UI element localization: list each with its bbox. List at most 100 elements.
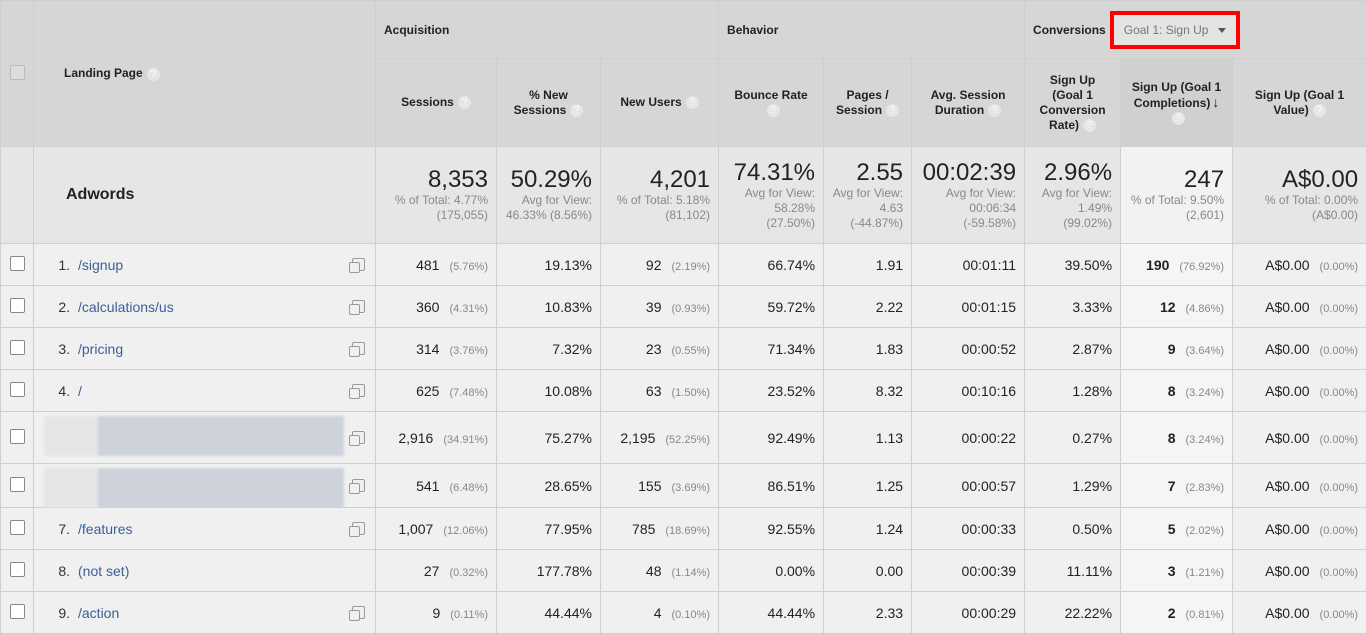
metric-cell: 77.95% bbox=[497, 508, 601, 550]
landing-page-cell bbox=[34, 464, 376, 508]
caret-down-icon bbox=[1218, 28, 1226, 33]
metric-cell: 39.50% bbox=[1025, 244, 1121, 286]
row-checkbox[interactable] bbox=[10, 340, 25, 355]
help-icon[interactable]: ? bbox=[1313, 104, 1326, 117]
metric-value: A$0.00 bbox=[1265, 605, 1309, 621]
column-header[interactable]: Sign Up (Goal 1 Value)? bbox=[1233, 59, 1366, 147]
metric-cell: 1.24 bbox=[824, 508, 912, 550]
column-header[interactable]: Pages / Session? bbox=[824, 59, 912, 147]
row-index: 1. bbox=[42, 257, 70, 273]
column-header[interactable]: Sessions? bbox=[376, 59, 497, 147]
metric-value: 3 bbox=[1168, 563, 1176, 579]
metric-value: 92 bbox=[646, 257, 662, 273]
help-icon[interactable]: ? bbox=[570, 104, 583, 117]
metric-cell: 86.51% bbox=[719, 464, 824, 508]
metric-percent: (0.00%) bbox=[1320, 609, 1359, 621]
metric-cell: 63(1.50%) bbox=[601, 370, 719, 412]
totals-cell: 2.96%Avg for View: 1.49% (99.02%) bbox=[1025, 147, 1121, 244]
metric-value: 86.51% bbox=[768, 478, 815, 494]
metric-cell: 92.49% bbox=[719, 412, 824, 464]
metric-value: 2.87% bbox=[1072, 341, 1112, 357]
metric-cell: A$0.00(0.00%) bbox=[1233, 244, 1366, 286]
row-checkbox[interactable] bbox=[10, 382, 25, 397]
metric-percent: (0.10%) bbox=[672, 609, 711, 621]
column-header-label: Pages / Session bbox=[836, 88, 889, 117]
help-icon[interactable]: ? bbox=[686, 96, 699, 109]
metric-cell: 00:00:33 bbox=[912, 508, 1025, 550]
metric-value: 4 bbox=[654, 605, 662, 621]
metric-value: 27 bbox=[424, 563, 440, 579]
metric-cell: 23(0.55%) bbox=[601, 328, 719, 370]
column-header[interactable]: Avg. Session Duration? bbox=[912, 59, 1025, 147]
metric-cell: 155(3.69%) bbox=[601, 464, 719, 508]
metric-cell: 2,195(52.25%) bbox=[601, 412, 719, 464]
help-icon[interactable]: ? bbox=[1172, 112, 1185, 125]
metric-value: 77.95% bbox=[545, 521, 592, 537]
totals-label: Adwords bbox=[34, 147, 376, 244]
column-header[interactable]: Bounce Rate? bbox=[719, 59, 824, 147]
row-checkbox[interactable] bbox=[10, 429, 25, 444]
landing-page-link[interactable]: (not set) bbox=[78, 563, 129, 579]
open-page-icon[interactable] bbox=[352, 606, 365, 619]
row-checkbox[interactable] bbox=[10, 604, 25, 619]
row-checkbox[interactable] bbox=[10, 520, 25, 535]
metric-percent: (4.86%) bbox=[1186, 303, 1225, 315]
metric-value: 7 bbox=[1168, 478, 1176, 494]
open-page-icon[interactable] bbox=[352, 300, 365, 313]
metric-value: 10.83% bbox=[545, 299, 592, 315]
open-page-icon[interactable] bbox=[352, 384, 365, 397]
metric-percent: (0.00%) bbox=[1320, 567, 1359, 579]
goal-select-value: Goal 1: Sign Up bbox=[1124, 23, 1209, 37]
open-page-icon[interactable] bbox=[352, 431, 365, 444]
metric-value: 481 bbox=[416, 257, 439, 273]
metric-value: A$0.00 bbox=[1265, 478, 1309, 494]
open-page-icon[interactable] bbox=[352, 342, 365, 355]
table-row: 8.(not set)27(0.32%)177.78%48(1.14%)0.00… bbox=[1, 550, 1366, 592]
row-index: 2. bbox=[42, 299, 70, 315]
help-icon[interactable]: ? bbox=[886, 104, 899, 117]
metric-value: 1.25 bbox=[876, 478, 903, 494]
help-icon[interactable]: ? bbox=[1083, 119, 1096, 132]
goal-select-dropdown[interactable]: Goal 1: Sign Up bbox=[1110, 11, 1241, 49]
landing-page-link[interactable]: /signup bbox=[78, 257, 123, 273]
metric-value: 23.52% bbox=[768, 383, 815, 399]
metric-percent: (34.91%) bbox=[443, 434, 488, 446]
column-header[interactable]: Sign Up (Goal 1 Completions)↓? bbox=[1121, 59, 1233, 147]
column-header[interactable]: Sign Up (Goal 1 Conversion Rate)? bbox=[1025, 59, 1121, 147]
open-page-icon[interactable] bbox=[352, 258, 365, 271]
column-header[interactable]: New Users? bbox=[601, 59, 719, 147]
help-icon[interactable]: ? bbox=[767, 104, 780, 117]
row-checkbox[interactable] bbox=[10, 298, 25, 313]
landing-page-header[interactable]: Landing Page? bbox=[34, 1, 376, 147]
metric-cell: 12(4.86%) bbox=[1121, 286, 1233, 328]
landing-page-link[interactable]: / bbox=[78, 383, 82, 399]
select-all-checkbox[interactable] bbox=[10, 65, 25, 80]
metric-value: 3.33% bbox=[1072, 299, 1112, 315]
landing-page-link[interactable]: /pricing bbox=[78, 341, 123, 357]
metric-percent: (0.00%) bbox=[1320, 261, 1359, 273]
row-checkbox[interactable] bbox=[10, 256, 25, 271]
open-page-icon[interactable] bbox=[352, 522, 365, 535]
column-header[interactable]: % New Sessions? bbox=[497, 59, 601, 147]
totals-value: 2.55 bbox=[832, 160, 903, 186]
row-checkbox[interactable] bbox=[10, 477, 25, 492]
landing-page-link[interactable]: /calculations/us bbox=[78, 299, 174, 315]
totals-subtext: % of Total: 9.50% (2,601) bbox=[1129, 193, 1224, 223]
landing-page-link[interactable]: /features bbox=[78, 521, 132, 537]
metric-value: A$0.00 bbox=[1265, 521, 1309, 537]
landing-page-link[interactable]: /action bbox=[78, 605, 119, 621]
help-icon[interactable]: ? bbox=[147, 68, 160, 81]
help-icon[interactable]: ? bbox=[458, 96, 471, 109]
totals-value: 247 bbox=[1129, 167, 1224, 193]
metric-value: 9 bbox=[1168, 341, 1176, 357]
totals-checkbox-cell bbox=[1, 147, 34, 244]
metric-cell: 44.44% bbox=[497, 592, 601, 634]
help-icon[interactable]: ? bbox=[988, 104, 1001, 117]
row-index: 3. bbox=[42, 341, 70, 357]
open-page-icon[interactable] bbox=[352, 479, 365, 492]
row-checkbox[interactable] bbox=[10, 562, 25, 577]
metric-value: 39 bbox=[646, 299, 662, 315]
metric-percent: (2.19%) bbox=[672, 261, 711, 273]
